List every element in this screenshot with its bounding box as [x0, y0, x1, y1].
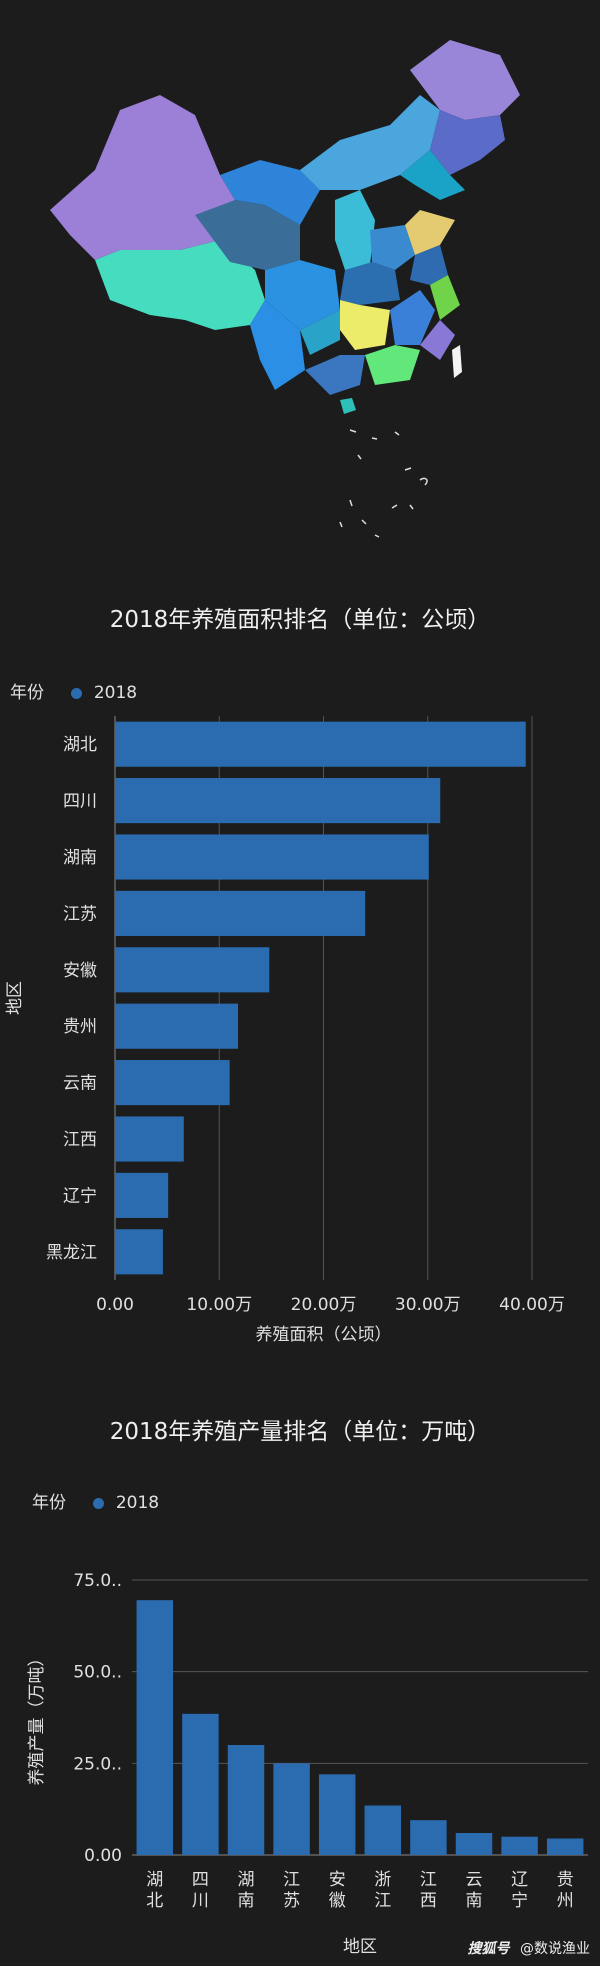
legend-dot-icon — [71, 687, 83, 699]
chart1-title: 2018年养殖面积排名（单位：公顷） — [109, 607, 491, 633]
chart2-legend[interactable]: 年份 2018 — [32, 1488, 159, 1513]
chart2-bar — [318, 1774, 356, 1855]
chart2-category-label: 湖北 — [146, 1870, 163, 1911]
chart2-bar — [455, 1833, 493, 1855]
legend-dot-icon — [93, 1497, 105, 1509]
chart2-category-label: 江西 — [420, 1870, 437, 1911]
chart1-category-label: 安徽 — [63, 961, 97, 981]
chart2-bar — [364, 1805, 402, 1855]
chart2-ytick-label: 50.0.. — [73, 1663, 122, 1683]
footer-account: @数说渔业 — [520, 1941, 590, 1957]
chart2-category-label: 湖南 — [238, 1870, 255, 1911]
chart2-x-axis-title: 地区 — [343, 1937, 377, 1957]
chart1-category-label: 湖北 — [63, 735, 97, 755]
chart2-bar — [546, 1838, 584, 1855]
chart2-category-label: 安徽 — [329, 1870, 346, 1911]
production-ranking-chart: 0.00 25.0.. 50.0.. 75.0.. 湖北四川湖南江苏安徽浙江江西云南辽宁… — [27, 1571, 588, 1957]
chart1-bar — [115, 1060, 230, 1106]
chart2-ytick-label: 25.0.. — [73, 1754, 122, 1774]
footer-watermark: 搜狐号 @数说渔业 — [468, 1938, 590, 1958]
chart1-bar — [115, 721, 526, 767]
chart2-category-label: 江苏 — [283, 1870, 300, 1911]
chart1-category-label: 江苏 — [63, 904, 97, 924]
chart2-ytick-label: 75.0.. — [73, 1571, 122, 1591]
chart1-category-label: 贵州 — [63, 1017, 97, 1037]
chart1-legend-label: 年份 — [10, 683, 44, 703]
chart2-bar — [410, 1820, 447, 1855]
chart1-legend[interactable]: 年份 2018 — [10, 678, 137, 703]
chart1-category-label: 辽宁 — [63, 1186, 97, 1206]
chart2-ytick-label: 0.00 — [84, 1846, 122, 1866]
chart2-bar — [501, 1836, 538, 1855]
chart2-category-label: 浙江 — [374, 1870, 391, 1911]
chart1-bar — [115, 947, 270, 993]
chart2-bar — [273, 1763, 310, 1855]
footer-brand: 搜狐号 — [467, 1941, 510, 1957]
chart1-xtick-label: 20.00万 — [291, 1295, 357, 1315]
chart1-category-label: 江西 — [63, 1130, 97, 1150]
chart2-legend-label: 年份 — [32, 1493, 66, 1513]
chart1-xtick-label: 10.00万 — [186, 1295, 252, 1315]
chart2-bar — [227, 1745, 265, 1855]
chart2-bar — [182, 1713, 219, 1855]
chart1-category-label: 云南 — [63, 1074, 97, 1094]
chart2-bar — [136, 1600, 174, 1855]
chart2-category-label: 辽宁 — [511, 1870, 528, 1911]
chart1-bar — [115, 890, 366, 936]
chart1-y-axis-title: 地区 — [5, 981, 25, 1015]
chart1-bar — [115, 1229, 163, 1275]
chart1-category-label: 湖南 — [63, 848, 97, 868]
chart1-x-axis-title: 养殖面积（公顷） — [256, 1325, 392, 1345]
chart1-category-label: 四川 — [63, 792, 97, 812]
chart2-legend-series: 2018 — [115, 1493, 160, 1513]
chart1-legend-series: 2018 — [93, 683, 138, 703]
chart1-xtick-label: 40.00万 — [499, 1295, 565, 1315]
chart2-y-axis-title: 养殖产量（万吨） — [27, 1650, 47, 1786]
china-map-icon — [50, 40, 520, 538]
chart1-bar — [115, 1003, 239, 1049]
chart1-category-label: 黑龙江 — [46, 1243, 97, 1263]
area-ranking-chart: 0.00 10.00万 20.00万 30.00万 40.00万 湖北四川湖南江苏安徽贵州… — [5, 716, 565, 1345]
chart2-category-label: 四川 — [192, 1870, 209, 1911]
chart1-xtick-label: 30.00万 — [395, 1295, 461, 1315]
chart1-xtick-label: 0.00 — [96, 1295, 134, 1315]
chart1-bar — [115, 1116, 184, 1162]
chart1-bar — [115, 778, 441, 824]
chart1-bar — [115, 834, 429, 880]
chart2-title: 2018年养殖产量排名（单位：万吨） — [109, 1419, 491, 1445]
chart2-category-label: 贵州 — [557, 1870, 574, 1911]
chart2-category-label: 云南 — [466, 1870, 483, 1911]
china-map — [0, 0, 600, 560]
chart1-bar — [115, 1172, 169, 1218]
